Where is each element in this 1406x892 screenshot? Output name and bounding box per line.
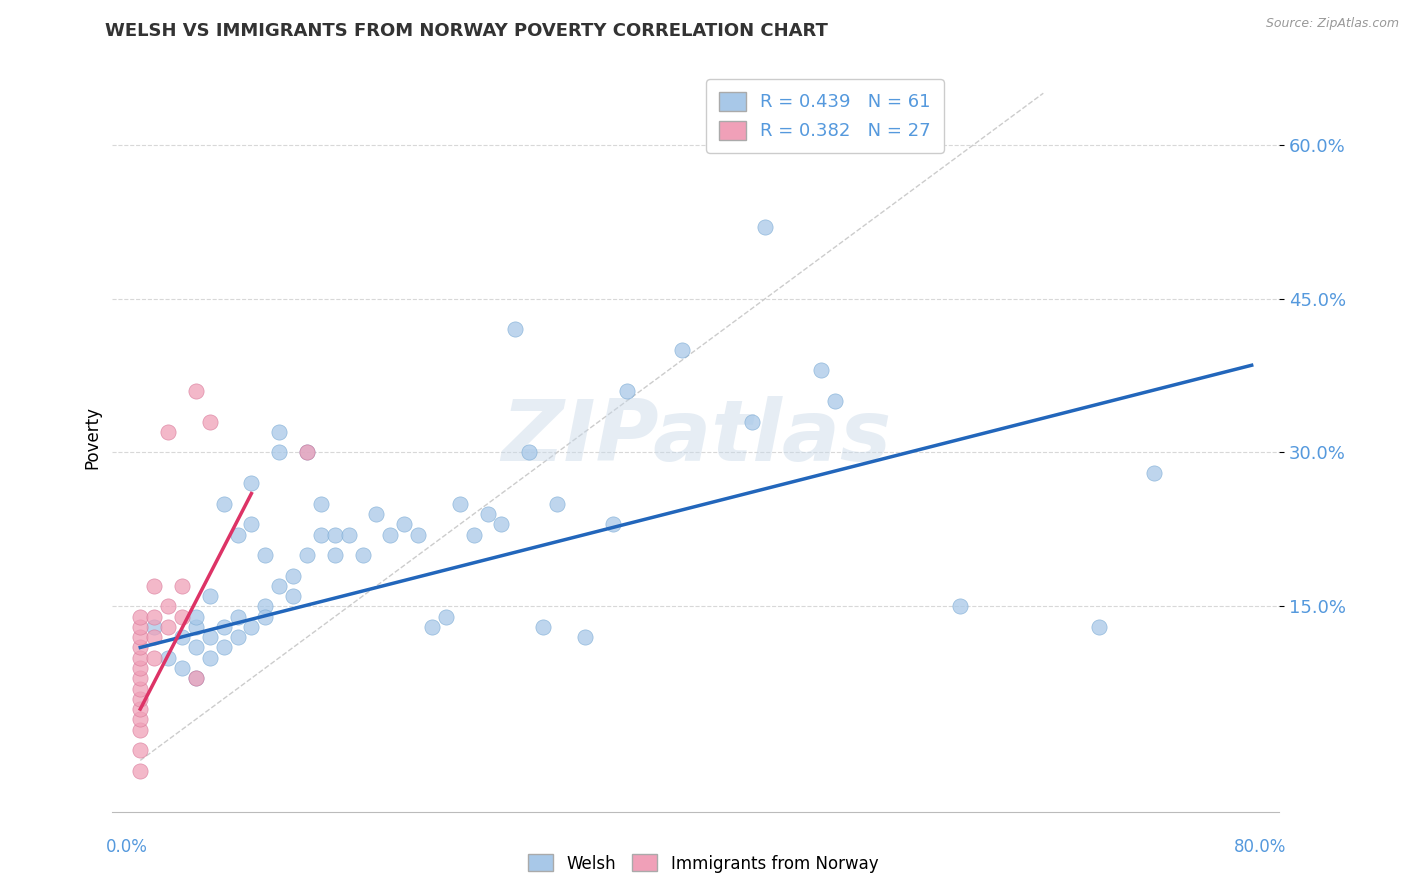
Point xyxy=(129,620,152,634)
Point xyxy=(602,517,624,532)
Point xyxy=(170,630,193,644)
Point xyxy=(505,322,527,336)
Text: ZIPatlas: ZIPatlas xyxy=(501,395,891,479)
Point xyxy=(226,527,249,541)
Point xyxy=(741,415,763,429)
Point xyxy=(170,609,193,624)
Point xyxy=(184,384,207,398)
Point xyxy=(143,620,166,634)
Point xyxy=(129,681,152,696)
Point xyxy=(170,661,193,675)
Point xyxy=(184,620,207,634)
Text: 80.0%: 80.0% xyxy=(1234,838,1286,855)
Point xyxy=(517,445,540,459)
Point xyxy=(240,476,263,491)
Point xyxy=(226,630,249,644)
Point xyxy=(254,599,277,614)
Point xyxy=(366,507,388,521)
Point xyxy=(281,589,304,603)
Point xyxy=(420,620,443,634)
Point xyxy=(269,579,291,593)
Point xyxy=(129,671,152,685)
Point xyxy=(129,630,152,644)
Point xyxy=(129,764,152,778)
Point xyxy=(143,630,166,644)
Point xyxy=(449,497,471,511)
Point xyxy=(212,640,235,655)
Point xyxy=(129,661,152,675)
Point xyxy=(337,527,360,541)
Point xyxy=(295,445,318,459)
Point xyxy=(129,640,152,655)
Point xyxy=(157,620,180,634)
Point xyxy=(824,394,846,409)
Point xyxy=(1088,620,1111,634)
Point xyxy=(295,548,318,562)
Point xyxy=(170,579,193,593)
Point xyxy=(254,609,277,624)
Point xyxy=(129,609,152,624)
Point xyxy=(380,527,402,541)
Point xyxy=(198,630,221,644)
Point xyxy=(309,497,332,511)
Point xyxy=(198,589,221,603)
Point xyxy=(184,671,207,685)
Point xyxy=(323,527,346,541)
Point xyxy=(212,497,235,511)
Point xyxy=(477,507,499,521)
Point xyxy=(463,527,485,541)
Point xyxy=(184,609,207,624)
Point xyxy=(198,415,221,429)
Point xyxy=(240,517,263,532)
Point xyxy=(309,527,332,541)
Point xyxy=(240,620,263,634)
Text: Source: ZipAtlas.com: Source: ZipAtlas.com xyxy=(1265,17,1399,29)
Y-axis label: Poverty: Poverty xyxy=(83,406,101,468)
Point xyxy=(157,425,180,439)
Point xyxy=(184,640,207,655)
Point xyxy=(198,650,221,665)
Point xyxy=(269,425,291,439)
Legend: Welsh, Immigrants from Norway: Welsh, Immigrants from Norway xyxy=(522,847,884,880)
Point xyxy=(129,723,152,737)
Point xyxy=(754,219,776,234)
Point xyxy=(531,620,554,634)
Point xyxy=(949,599,972,614)
Point xyxy=(143,609,166,624)
Legend: R = 0.439   N = 61, R = 0.382   N = 27: R = 0.439 N = 61, R = 0.382 N = 27 xyxy=(706,79,943,153)
Point xyxy=(295,445,318,459)
Point xyxy=(1143,466,1166,480)
Text: 0.0%: 0.0% xyxy=(105,838,148,855)
Point xyxy=(269,445,291,459)
Point xyxy=(143,579,166,593)
Point xyxy=(810,363,832,377)
Point xyxy=(616,384,638,398)
Point xyxy=(129,712,152,726)
Point xyxy=(254,548,277,562)
Point xyxy=(434,609,457,624)
Point xyxy=(574,630,596,644)
Point xyxy=(143,650,166,665)
Point xyxy=(671,343,693,357)
Text: WELSH VS IMMIGRANTS FROM NORWAY POVERTY CORRELATION CHART: WELSH VS IMMIGRANTS FROM NORWAY POVERTY … xyxy=(105,21,828,39)
Point xyxy=(281,568,304,582)
Point xyxy=(406,527,429,541)
Point xyxy=(491,517,513,532)
Point xyxy=(184,671,207,685)
Point xyxy=(212,620,235,634)
Point xyxy=(323,548,346,562)
Point xyxy=(226,609,249,624)
Point xyxy=(157,599,180,614)
Point xyxy=(129,650,152,665)
Point xyxy=(394,517,416,532)
Point xyxy=(129,702,152,716)
Point xyxy=(129,743,152,757)
Point xyxy=(129,691,152,706)
Point xyxy=(546,497,568,511)
Point xyxy=(157,650,180,665)
Point xyxy=(352,548,374,562)
